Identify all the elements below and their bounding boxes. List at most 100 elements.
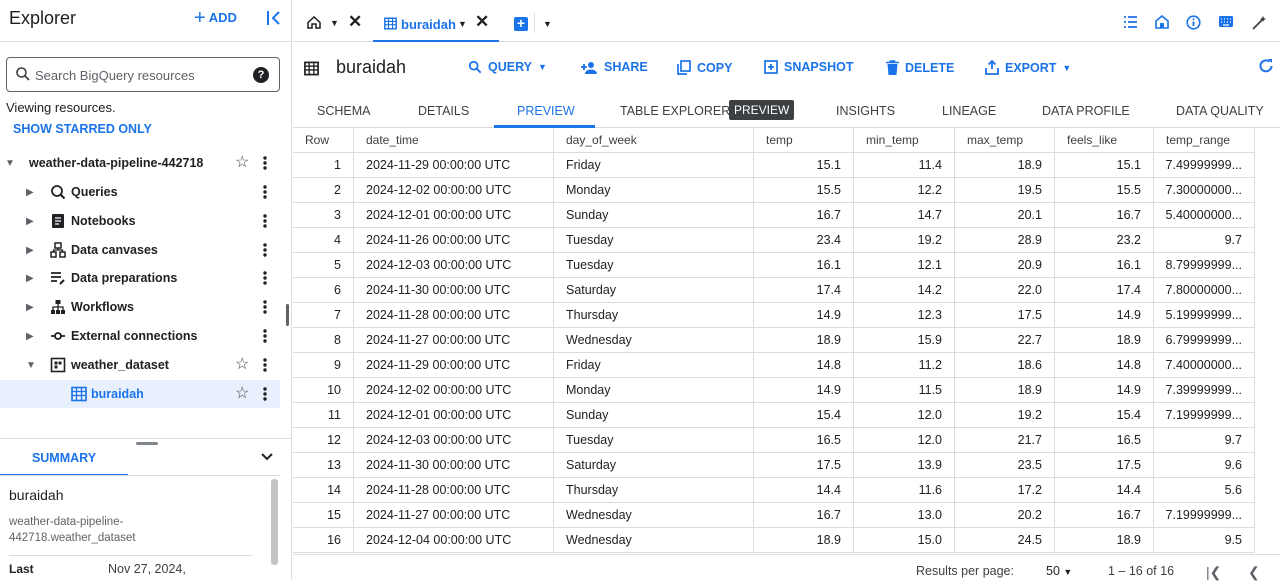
tree-item-external-connections[interactable]: ▶ External connections (0, 322, 280, 350)
table-cell[interactable]: 16.1 (1055, 253, 1154, 278)
table-cell[interactable]: 7.49999999... (1154, 153, 1255, 178)
table-cell[interactable]: 15.4 (754, 403, 854, 428)
tab-lineage[interactable]: LINEAGE (942, 104, 997, 118)
row-number[interactable]: 14 (293, 478, 354, 503)
table-cell[interactable]: 17.5 (1055, 453, 1154, 478)
caret-down-icon[interactable]: ▼ (330, 18, 339, 28)
table-cell[interactable]: 18.9 (754, 328, 854, 353)
table-cell[interactable]: 7.30000000... (1154, 178, 1255, 203)
results-per-page-select[interactable]: 50 ▼ (1046, 564, 1072, 578)
row-number[interactable]: 9 (293, 353, 354, 378)
table-cell[interactable]: 18.9 (955, 153, 1055, 178)
row-number[interactable]: 8 (293, 328, 354, 353)
more-vert-icon[interactable] (262, 155, 268, 171)
chevron-right-icon[interactable]: ▶ (26, 215, 34, 227)
table-cell[interactable]: 12.3 (854, 303, 955, 328)
table-cell[interactable]: 14.8 (1055, 353, 1154, 378)
new-tab-button[interactable]: + (514, 16, 528, 31)
row-number[interactable]: 10 (293, 378, 354, 403)
table-cell[interactable]: Tuesday (554, 253, 754, 278)
table-cell[interactable]: 2024-11-26 00:00:00 UTC (354, 228, 554, 253)
panel-resize-handle[interactable] (286, 304, 289, 326)
list-icon[interactable] (1123, 15, 1138, 29)
table-cell[interactable]: 23.4 (754, 228, 854, 253)
table-cell[interactable]: Sunday (554, 203, 754, 228)
table-cell[interactable]: 16.7 (754, 503, 854, 528)
table-cell[interactable]: 20.1 (955, 203, 1055, 228)
more-vert-icon[interactable] (262, 328, 268, 344)
home-icon[interactable] (307, 16, 321, 29)
table-cell[interactable]: 15.5 (754, 178, 854, 203)
star-icon[interactable]: ☆ (235, 356, 250, 373)
table-cell[interactable]: 8.79999999... (1154, 253, 1255, 278)
table-cell[interactable]: 5.40000000... (1154, 203, 1255, 228)
table-cell[interactable]: 7.39999999... (1154, 378, 1255, 403)
chevron-right-icon[interactable]: ▶ (26, 301, 34, 313)
table-cell[interactable]: 2024-12-03 00:00:00 UTC (354, 428, 554, 453)
table-cell[interactable]: 20.2 (955, 503, 1055, 528)
table-cell[interactable]: 18.9 (955, 378, 1055, 403)
table-cell[interactable]: 5.19999999... (1154, 303, 1255, 328)
column-header-row[interactable]: Row (293, 128, 354, 153)
delete-button[interactable]: DELETE (886, 60, 954, 75)
star-icon[interactable]: ☆ (235, 385, 250, 402)
table-cell[interactable]: 7.19999999... (1154, 503, 1255, 528)
tab-table-explorer[interactable]: TABLE EXPLORER (620, 104, 731, 118)
refresh-icon[interactable] (1258, 58, 1274, 74)
table-cell[interactable]: 14.7 (854, 203, 955, 228)
search-input[interactable]: Search BigQuery resources ? (6, 57, 280, 92)
table-cell[interactable]: 2024-11-28 00:00:00 UTC (354, 478, 554, 503)
row-number[interactable]: 12 (293, 428, 354, 453)
table-cell[interactable]: 12.0 (854, 403, 955, 428)
export-button[interactable]: EXPORT ▼ (985, 60, 1071, 75)
table-cell[interactable]: Saturday (554, 453, 754, 478)
table-cell[interactable]: 2024-12-02 00:00:00 UTC (354, 378, 554, 403)
row-number[interactable]: 7 (293, 303, 354, 328)
row-number[interactable]: 16 (293, 528, 354, 553)
table-cell[interactable]: 14.2 (854, 278, 955, 303)
row-number[interactable]: 3 (293, 203, 354, 228)
table-cell[interactable]: 17.5 (754, 453, 854, 478)
table-cell[interactable]: 16.5 (754, 428, 854, 453)
chevron-down-icon[interactable] (260, 451, 274, 463)
row-number[interactable]: 2 (293, 178, 354, 203)
tree-item-data-canvases[interactable]: ▶ Data canvases (0, 236, 280, 264)
table-cell[interactable]: 19.2 (854, 228, 955, 253)
table-cell[interactable]: 9.6 (1154, 453, 1255, 478)
building-icon[interactable] (1155, 15, 1169, 29)
magic-pen-icon[interactable] (1251, 15, 1267, 30)
table-cell[interactable]: 15.1 (1055, 153, 1154, 178)
drag-grip[interactable] (136, 442, 158, 445)
table-cell[interactable]: 9.5 (1154, 528, 1255, 553)
table-cell[interactable]: 11.2 (854, 353, 955, 378)
table-cell[interactable]: 2024-11-30 00:00:00 UTC (354, 278, 554, 303)
star-icon[interactable]: ☆ (235, 154, 250, 171)
caret-down-icon[interactable]: ▼ (543, 19, 552, 29)
table-cell[interactable]: 7.19999999... (1154, 403, 1255, 428)
table-cell[interactable]: Tuesday (554, 428, 754, 453)
close-icon[interactable]: ✕ (475, 12, 490, 31)
table-cell[interactable]: 21.7 (955, 428, 1055, 453)
column-header-min-temp[interactable]: min_temp (854, 128, 955, 153)
table-cell[interactable]: 16.7 (754, 203, 854, 228)
table-cell[interactable]: 11.4 (854, 153, 955, 178)
table-cell[interactable]: 9.7 (1154, 428, 1255, 453)
query-button[interactable]: QUERY ▼ (468, 60, 547, 74)
collapse-panel-icon[interactable] (266, 10, 282, 26)
tab-data-quality[interactable]: DATA QUALITY (1176, 104, 1264, 118)
row-number[interactable]: 6 (293, 278, 354, 303)
tab-data-profile[interactable]: DATA PROFILE (1042, 104, 1130, 118)
tab-summary[interactable]: SUMMARY (0, 439, 128, 476)
more-vert-icon[interactable] (262, 357, 268, 373)
table-cell[interactable]: 12.2 (854, 178, 955, 203)
table-cell[interactable]: Friday (554, 353, 754, 378)
show-starred-button[interactable]: SHOW STARRED ONLY (13, 122, 152, 136)
column-header-feels-like[interactable]: feels_like (1055, 128, 1154, 153)
table-cell[interactable]: 7.80000000... (1154, 278, 1255, 303)
row-number[interactable]: 11 (293, 403, 354, 428)
table-cell[interactable]: 17.5 (955, 303, 1055, 328)
table-cell[interactable]: 15.1 (754, 153, 854, 178)
previous-page-icon[interactable]: ❮ (1248, 564, 1260, 580)
tab-schema[interactable]: SCHEMA (317, 104, 371, 118)
table-cell[interactable]: 2024-12-03 00:00:00 UTC (354, 253, 554, 278)
